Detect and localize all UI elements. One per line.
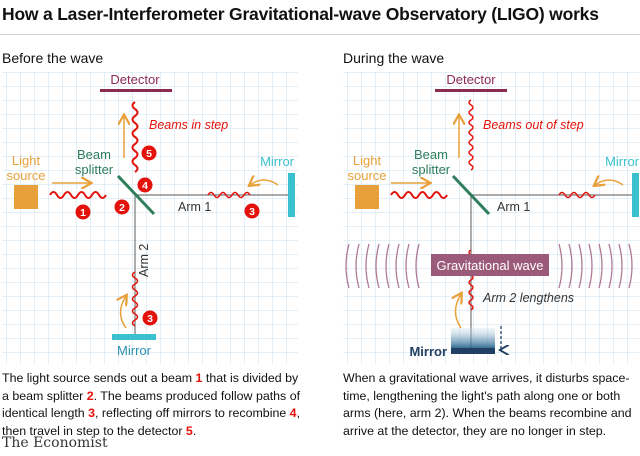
gravitational-wave-ripples (345, 243, 633, 289)
source-beam-wave (390, 191, 448, 199)
badge-4-text: 4 (142, 180, 148, 192)
detector-label: Detector (110, 72, 160, 87)
arm-1-label: Arm 1 (497, 200, 530, 214)
caption-number: 5 (185, 423, 193, 438)
mirror-bottom-label: Mirror (117, 343, 152, 358)
caption-number: 1 (195, 371, 203, 385)
arm-2-beam-wave (131, 271, 139, 327)
mirror-bottom (451, 348, 495, 354)
grid-background (343, 72, 639, 364)
right-caption: When a gravitational wave arrives, it di… (343, 371, 632, 438)
arm-2-reflect-arrow-icon (456, 294, 462, 329)
arm-1-beam-wave (558, 191, 596, 199)
light-source-label-1: Light (353, 153, 382, 168)
badge-2-text: 2 (119, 202, 125, 214)
title-divider (0, 34, 640, 35)
badge-4: 4 (137, 177, 153, 193)
detector-label: Detector (446, 72, 496, 87)
beam-splitter-label-1: Beam (414, 147, 448, 162)
arm-1-beam-wave (207, 191, 251, 199)
badge-2: 2 (114, 199, 130, 215)
mirror-bottom-reflect-arrow-icon (121, 296, 127, 329)
caption-text: The light source sends out a beam (2, 371, 196, 385)
mirror-bottom (112, 334, 156, 340)
badge-3-arm1: 3 (244, 203, 260, 219)
caption-text: , then travel in step to the detector (2, 406, 301, 438)
caption-number: 4 (289, 406, 297, 420)
badge-1: 1 (75, 204, 91, 220)
arm-2-label: Arm 2 (137, 244, 151, 277)
beams-in-step-label: Beams in step (149, 118, 228, 132)
caption-text: . (192, 423, 197, 438)
source-beam-wave (49, 191, 107, 199)
light-source (14, 185, 38, 209)
detector (100, 89, 172, 92)
detector (435, 89, 507, 92)
beam-splitter (451, 174, 491, 216)
badge-3-arm1-text: 3 (249, 206, 255, 218)
light-source-label-2: source (6, 168, 45, 183)
caption-number: 3 (88, 406, 96, 420)
mirror-right-label: Mirror (260, 154, 295, 169)
light-source (355, 185, 379, 209)
caption-text: . The beams produced follow paths of ide… (2, 388, 301, 421)
left-panel-heading: Before the wave (2, 50, 104, 66)
brand-logo-text: The Economist (2, 435, 108, 451)
beam-splitter (116, 174, 156, 216)
mirror-displacement-trail (451, 328, 495, 348)
badge-5-text: 5 (146, 148, 152, 160)
gravitational-wave-label: Gravitational wave (437, 258, 544, 273)
during-wave-diagram: Detector Arm 1 Light source Beam splitte… (343, 72, 639, 364)
mirror-right-reflect-arrow-icon (250, 180, 279, 185)
detector-beam-wave (131, 101, 139, 173)
figure-title: How a Laser-Interferometer Gravitational… (2, 4, 599, 24)
mirror-right (632, 173, 639, 217)
arm-1-label: Arm 1 (178, 200, 211, 214)
light-source-label-1: Light (12, 153, 41, 168)
before-wave-diagram: Detector Arm 1 Arm 2 Light source Beam s… (2, 72, 298, 364)
detector-beam-wave (468, 99, 474, 171)
caption-text: , reflecting off mirrors to recombine (95, 406, 290, 420)
beam-splitter-label-1: Beam (77, 147, 111, 162)
gravitational-wave-band (431, 254, 549, 276)
mirror-right-label: Mirror (605, 154, 639, 169)
beam-splitter-label-2: splitter (75, 162, 114, 177)
badge-3-arm2-text: 3 (147, 313, 153, 325)
arm-2-lengthens-label: Arm 2 lengthens (482, 291, 574, 305)
caption-text: that is divided by a beam splitter (2, 371, 299, 403)
light-source-label-2: source (347, 168, 386, 183)
mirror-right (288, 173, 295, 217)
badge-1-text: 1 (80, 207, 86, 219)
beams-out-of-step-label: Beams out of step (483, 118, 584, 132)
left-caption: The light source sends out a beam 1 that… (2, 370, 302, 440)
badge-3-arm2: 3 (142, 310, 158, 326)
mirror-right-reflect-arrow-icon (595, 180, 624, 185)
mirror-bottom-label: Mirror (409, 344, 447, 359)
badge-5: 5 (141, 145, 157, 161)
caption-number: 2 (86, 388, 94, 403)
beam-splitter-label-2: splitter (412, 162, 451, 177)
right-panel-heading: During the wave (343, 50, 445, 66)
